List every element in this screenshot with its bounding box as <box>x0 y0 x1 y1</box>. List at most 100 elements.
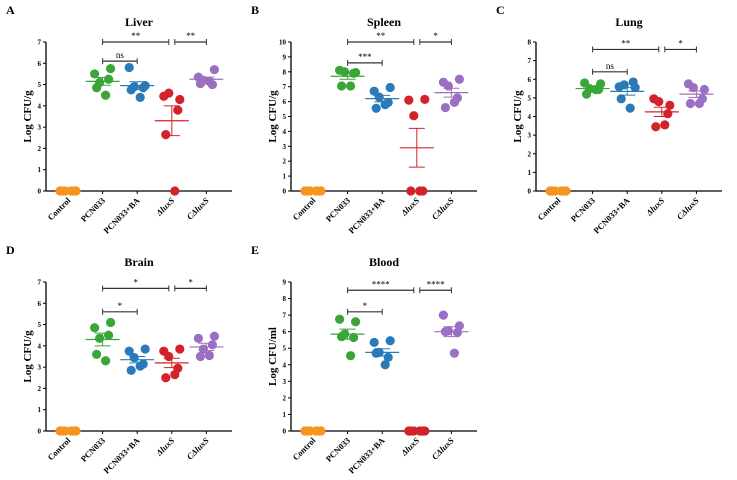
data-point <box>173 105 183 115</box>
data-point <box>449 348 459 358</box>
data-point <box>406 186 416 196</box>
y-axis-label: Log CFU/g <box>267 90 279 143</box>
data-point <box>346 351 356 361</box>
data-point <box>582 89 592 99</box>
significance-label: * <box>118 301 123 311</box>
y-axis-label: Log CFU/g <box>512 90 524 143</box>
y-tick-label: 5 <box>283 113 287 121</box>
data-point <box>92 349 102 359</box>
significance-label: ns <box>116 50 125 60</box>
data-point <box>207 340 217 350</box>
x-tick-label: Control <box>45 435 72 462</box>
data-point <box>57 426 67 436</box>
x-tick-label: ΔluxS <box>643 195 666 218</box>
data-point <box>337 81 347 91</box>
data-point <box>438 310 448 320</box>
y-tick-label: 2 <box>38 145 42 153</box>
significance-label: * <box>433 31 438 41</box>
y-tick-label: 6 <box>283 98 287 106</box>
y-tick-label: 4 <box>283 128 287 136</box>
data-point <box>195 351 205 362</box>
y-tick-label: 1 <box>283 173 287 181</box>
chart-title: Blood <box>369 255 399 269</box>
data-point <box>175 344 185 354</box>
x-tick-label: PCN033+BA <box>346 435 387 476</box>
x-tick-label: PCN033+BA <box>591 195 632 236</box>
chart-title: Liver <box>125 15 154 29</box>
data-point <box>101 356 111 366</box>
x-tick-label: ΔluxS <box>153 195 176 218</box>
y-tick-label: 8 <box>528 39 532 47</box>
data-point <box>302 186 312 196</box>
data-point <box>104 74 114 84</box>
y-tick-label: 3 <box>283 143 287 151</box>
y-tick-label: 3 <box>283 378 287 386</box>
x-tick-label: PCN033 <box>79 195 107 223</box>
y-tick-label: 4 <box>528 113 532 121</box>
x-tick-label: PCN033 <box>79 435 107 463</box>
panel-label: E <box>251 243 259 257</box>
y-tick-label: 2 <box>283 394 287 402</box>
data-point <box>556 186 566 196</box>
significance-label: ns <box>606 61 615 71</box>
data-point <box>335 314 345 324</box>
x-tick-label: CΔluxS <box>185 435 211 461</box>
y-tick-label: 5 <box>283 345 287 353</box>
data-point <box>651 122 661 132</box>
y-tick-label: 0 <box>528 188 532 196</box>
y-tick-label: 5 <box>38 321 42 329</box>
data-point <box>340 67 350 77</box>
y-tick-label: 7 <box>283 83 287 91</box>
x-tick-label: PCN033+BA <box>101 195 142 236</box>
y-tick-label: 3 <box>38 124 42 132</box>
data-point <box>346 81 356 91</box>
y-tick-label: 5 <box>38 81 42 89</box>
panel-d: D Brain Log CFU/g 0 1 2 3 4 5 6 7 Control PCN033PCN0… <box>6 243 232 476</box>
significance-label: * <box>363 301 368 311</box>
y-tick-label: 2 <box>283 158 287 166</box>
data-point <box>209 331 219 341</box>
chart-title: Spleen <box>367 15 401 29</box>
panel-label: C <box>496 3 505 17</box>
y-tick-label: 0 <box>38 188 42 196</box>
chart-title: Lung <box>615 15 642 29</box>
panel-label: A <box>6 3 15 17</box>
x-tick-label: CΔluxS <box>675 195 701 221</box>
y-tick-label: 1 <box>38 166 42 174</box>
panel-b: B Spleen Log CFU/g 0 1 2 3 4 5 6 7 8 9 10 Control PCN03… <box>251 3 477 236</box>
y-tick-label: 8 <box>283 295 287 303</box>
data-point <box>90 69 100 79</box>
x-tick-label: ΔluxS <box>153 435 176 458</box>
y-tick-label: 3 <box>528 132 532 140</box>
significance-label: ** <box>621 38 631 48</box>
y-tick-label: 7 <box>38 39 42 47</box>
data-point <box>406 426 416 436</box>
data-point <box>106 64 116 74</box>
data-point <box>409 111 419 121</box>
y-axis-label: Log CFU/g <box>22 330 34 383</box>
data-point <box>371 348 381 358</box>
data-point <box>302 426 312 436</box>
significance-label: ** <box>131 31 141 41</box>
data-point <box>349 332 359 343</box>
data-point <box>337 332 347 342</box>
data-point <box>440 102 450 113</box>
data-point <box>685 98 695 109</box>
panel-a: A Liver Log CFU/g 0 1 2 3 4 5 6 7 Control PCN033PCN0… <box>6 3 232 236</box>
data-point <box>383 352 393 362</box>
y-tick-label: 1 <box>38 406 42 414</box>
y-tick-label: 9 <box>283 279 287 287</box>
y-tick-label: 0 <box>283 188 287 196</box>
data-point <box>454 74 464 84</box>
panel-e: E Blood Log CFU/ml 0 1 2 3 4 5 6 7 8 9 Control PCN033P… <box>251 243 477 476</box>
y-tick-label: 6 <box>38 300 42 308</box>
data-point <box>380 360 390 370</box>
x-tick-label: Control <box>535 195 562 222</box>
y-axis-label: Log CFU/g <box>22 90 34 143</box>
data-point <box>660 120 670 130</box>
data-point <box>66 186 76 196</box>
data-point <box>101 90 111 100</box>
x-tick-label: Control <box>290 195 317 222</box>
data-point <box>415 426 425 436</box>
data-point <box>104 330 114 340</box>
